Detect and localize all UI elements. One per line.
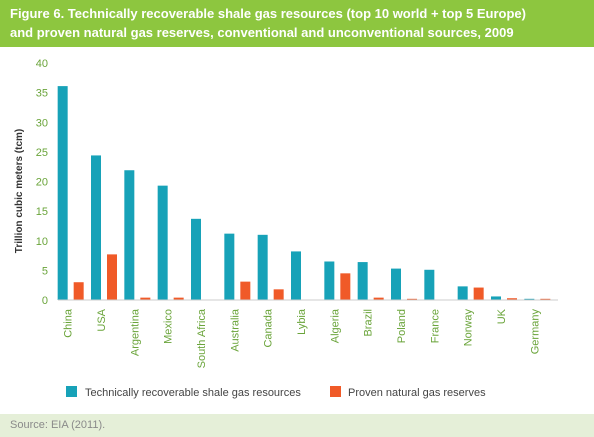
x-tick-label: UK <box>496 308 508 324</box>
title-line-1: Figure 6. Technically recoverable shale … <box>10 6 526 21</box>
source-note: Source: EIA (2011). <box>10 419 106 431</box>
title-line-2: and proven natural gas reserves, convent… <box>10 25 514 40</box>
bar-proven-brazil <box>373 297 384 300</box>
x-tick-label: Algeria <box>329 308 341 343</box>
plot-area: 0 5 10 15 20 25 30 35 40 China USA Argentina Mexico S… <box>36 58 558 368</box>
y-axis-title: Trillion cubic meters (tcm) <box>14 129 25 253</box>
bar-shale-argentina <box>124 170 135 300</box>
bar-shale-germany <box>524 298 535 300</box>
y-tick-label: 30 <box>36 117 48 129</box>
source-bar: Source: EIA (2011). <box>0 414 594 437</box>
bar-shale-china <box>57 86 68 300</box>
y-tick-label: 20 <box>36 177 48 189</box>
bar-proven-usa <box>107 254 117 300</box>
y-tick-label: 40 <box>36 58 48 70</box>
bar-shale-australia <box>224 233 235 300</box>
x-tick-label: Australia <box>229 308 241 352</box>
y-tick-label: 10 <box>36 236 48 248</box>
bar-proven-australia <box>240 281 251 300</box>
bar-shale-algeria <box>324 261 335 300</box>
x-tick-label: Canada <box>263 308 275 347</box>
legend-label-proven: Proven natural gas reserves <box>348 387 486 399</box>
legend: Technically recoverable shale gas resour… <box>66 386 486 399</box>
x-tick-label: Germany <box>529 309 541 355</box>
x-tick-label: Lybia <box>296 308 308 335</box>
bar-shale-poland <box>391 268 401 300</box>
bar-proven-germany <box>540 298 551 300</box>
bar-shale-brazil <box>357 262 368 300</box>
y-tick-label: 35 <box>36 88 48 100</box>
x-tick-label: France <box>429 309 441 343</box>
y-tick-label: 15 <box>36 206 48 218</box>
y-tick-label: 5 <box>42 265 48 277</box>
x-tick-label: China <box>63 308 75 338</box>
legend-swatch-shale <box>66 386 77 397</box>
bar-proven-poland <box>407 298 417 300</box>
bar-shale-lybia <box>291 251 301 300</box>
y-tick-label: 25 <box>36 147 48 159</box>
bar-shale-south-africa <box>191 218 201 300</box>
bar-proven-argentina <box>140 297 151 300</box>
bar-shale-mexico <box>157 185 168 300</box>
bar-shale-uk <box>491 296 501 300</box>
x-tick-label: Mexico <box>163 309 175 344</box>
bar-proven-norway <box>473 287 484 300</box>
legend-label-shale: Technically recoverable shale gas resour… <box>85 387 301 399</box>
x-tick-label: Argentina <box>129 308 141 356</box>
bar-proven-algeria <box>340 273 351 300</box>
y-tick-label: 0 <box>42 295 48 307</box>
bar-shale-france <box>424 269 435 300</box>
x-tick-label: Poland <box>396 309 408 343</box>
bar-proven-uk <box>507 298 517 300</box>
bar-shale-usa <box>91 155 101 300</box>
bar-proven-canada <box>273 289 284 300</box>
bar-proven-mexico <box>173 297 184 300</box>
x-tick-label: USA <box>96 308 108 331</box>
title-bar: Figure 6. Technically recoverable shale … <box>0 0 594 47</box>
x-tick-label: Norway <box>463 309 475 347</box>
legend-swatch-proven <box>330 386 341 397</box>
x-tick-label: South Africa <box>196 308 208 368</box>
bar-shale-norway <box>457 286 468 300</box>
bar-chart: 0 5 10 15 20 25 30 35 40 China USA Argentina Mexico S… <box>14 58 558 399</box>
bar-shale-canada <box>257 234 268 300</box>
x-tick-label: Brazil <box>363 309 375 337</box>
bar-proven-china <box>73 282 84 300</box>
